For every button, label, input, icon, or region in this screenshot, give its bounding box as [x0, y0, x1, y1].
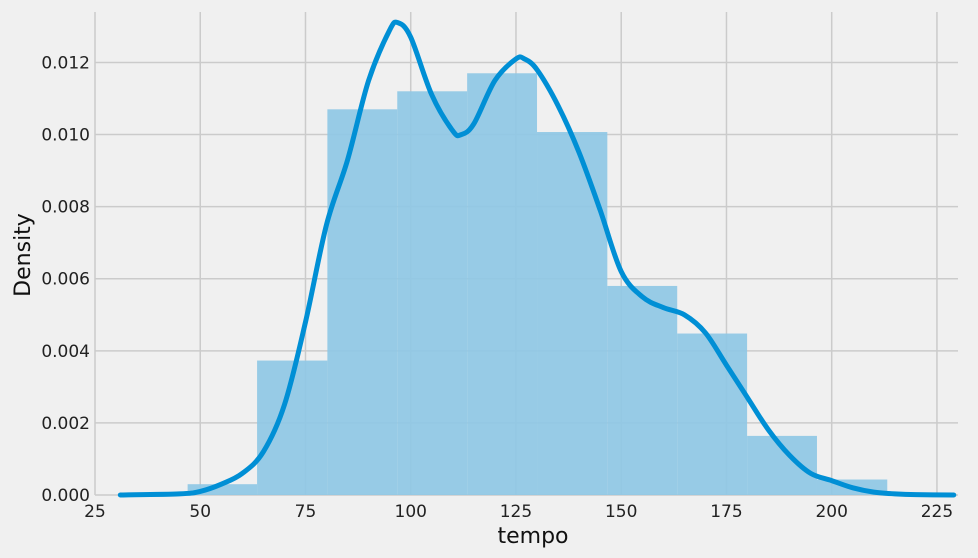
x-tick-label: 100: [395, 502, 427, 522]
y-tick-label: 0.012: [41, 53, 90, 73]
histogram-bar: [467, 73, 538, 495]
histogram-bar: [607, 285, 678, 495]
y-tick-label: 0.008: [41, 198, 90, 218]
histogram-bar: [677, 333, 748, 495]
x-tick-label: 125: [500, 502, 532, 522]
kde-curve-group: [117, 19, 957, 498]
kde-curve: [117, 19, 957, 498]
x-tick-labels: 25 50 75 100 125 150 175 200 225: [84, 502, 953, 522]
histogram-bar: [537, 132, 608, 495]
x-tick-label: 25: [84, 502, 106, 522]
y-axis-label: Density: [11, 213, 36, 297]
y-tick-label: 0.004: [41, 342, 90, 362]
histogram-bar: [327, 109, 398, 495]
y-tick-labels: 0.000 0.002 0.004 0.006 0.008 0.010 0.012: [41, 53, 90, 506]
x-tick-label: 200: [815, 502, 847, 522]
x-tick-label: 225: [921, 502, 953, 522]
x-tick-label: 150: [605, 502, 637, 522]
y-tick-label: 0.010: [41, 126, 90, 146]
y-tick-label: 0.000: [41, 486, 90, 506]
x-tick-label: 50: [189, 502, 211, 522]
histogram-bar: [187, 484, 258, 495]
x-tick-label: 175: [710, 502, 742, 522]
x-tick-label: 75: [295, 502, 317, 522]
histogram-bar: [397, 91, 468, 495]
x-axis-label: tempo: [497, 524, 568, 549]
y-tick-label: 0.006: [41, 270, 90, 290]
y-tick-label: 0.002: [41, 414, 90, 434]
